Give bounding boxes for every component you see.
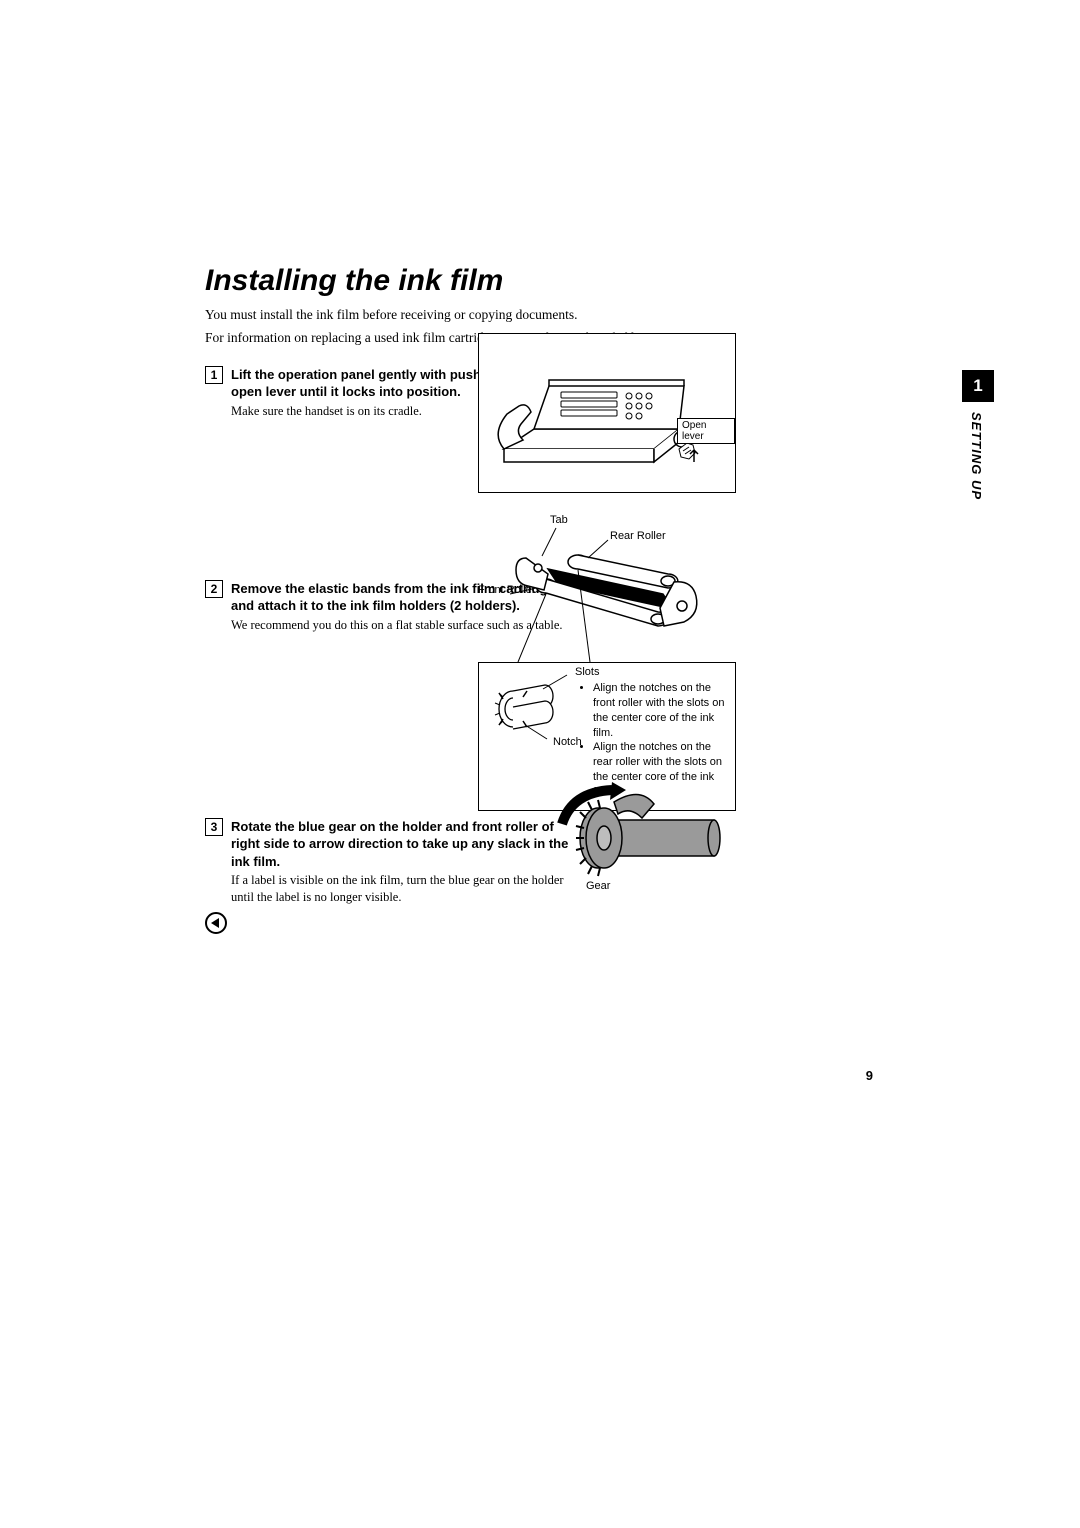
page-number: 9 [866, 1068, 873, 1083]
section-side-label: SETTING UP [969, 412, 984, 500]
slots-label: Slots [575, 665, 599, 680]
figure-3: Gear [544, 778, 724, 888]
step-3-text: Rotate the blue gear on the holder and f… [231, 818, 571, 906]
step-3-sub: If a label is visible on the ink film, t… [231, 872, 571, 906]
gear-label: Gear [586, 880, 610, 892]
gear-illustration [544, 778, 724, 888]
section-number-tab: 1 [962, 370, 994, 402]
step-3-bold: Rotate the blue gear on the holder and f… [231, 818, 571, 871]
step-3-number: 3 [205, 818, 223, 836]
back-arrow-icon [205, 912, 227, 934]
notch-detail-illustration [485, 671, 573, 745]
open-lever-label: Open lever [677, 418, 735, 444]
step-2-number: 2 [205, 580, 223, 598]
notch-label: Notch [553, 735, 582, 750]
figure-2: Tab Rear Roller Front Roller [478, 514, 738, 811]
align-bullet-1: Align the notches on the front roller wi… [593, 681, 725, 740]
tab-label: Tab [550, 514, 568, 526]
front-roller-label: Front Roller [478, 584, 535, 596]
step-3: 3 Rotate the blue gear on the holder and… [205, 818, 875, 906]
intro-line-1: You must install the ink film before rec… [205, 306, 875, 325]
fax-machine-illustration [479, 334, 737, 494]
rear-roller-label: Rear Roller [610, 530, 666, 542]
step-1-number: 1 [205, 366, 223, 384]
figure-1: Open lever [478, 333, 736, 493]
page-title: Installing the ink film [205, 264, 875, 298]
figure-1-box: Open lever [478, 333, 736, 493]
